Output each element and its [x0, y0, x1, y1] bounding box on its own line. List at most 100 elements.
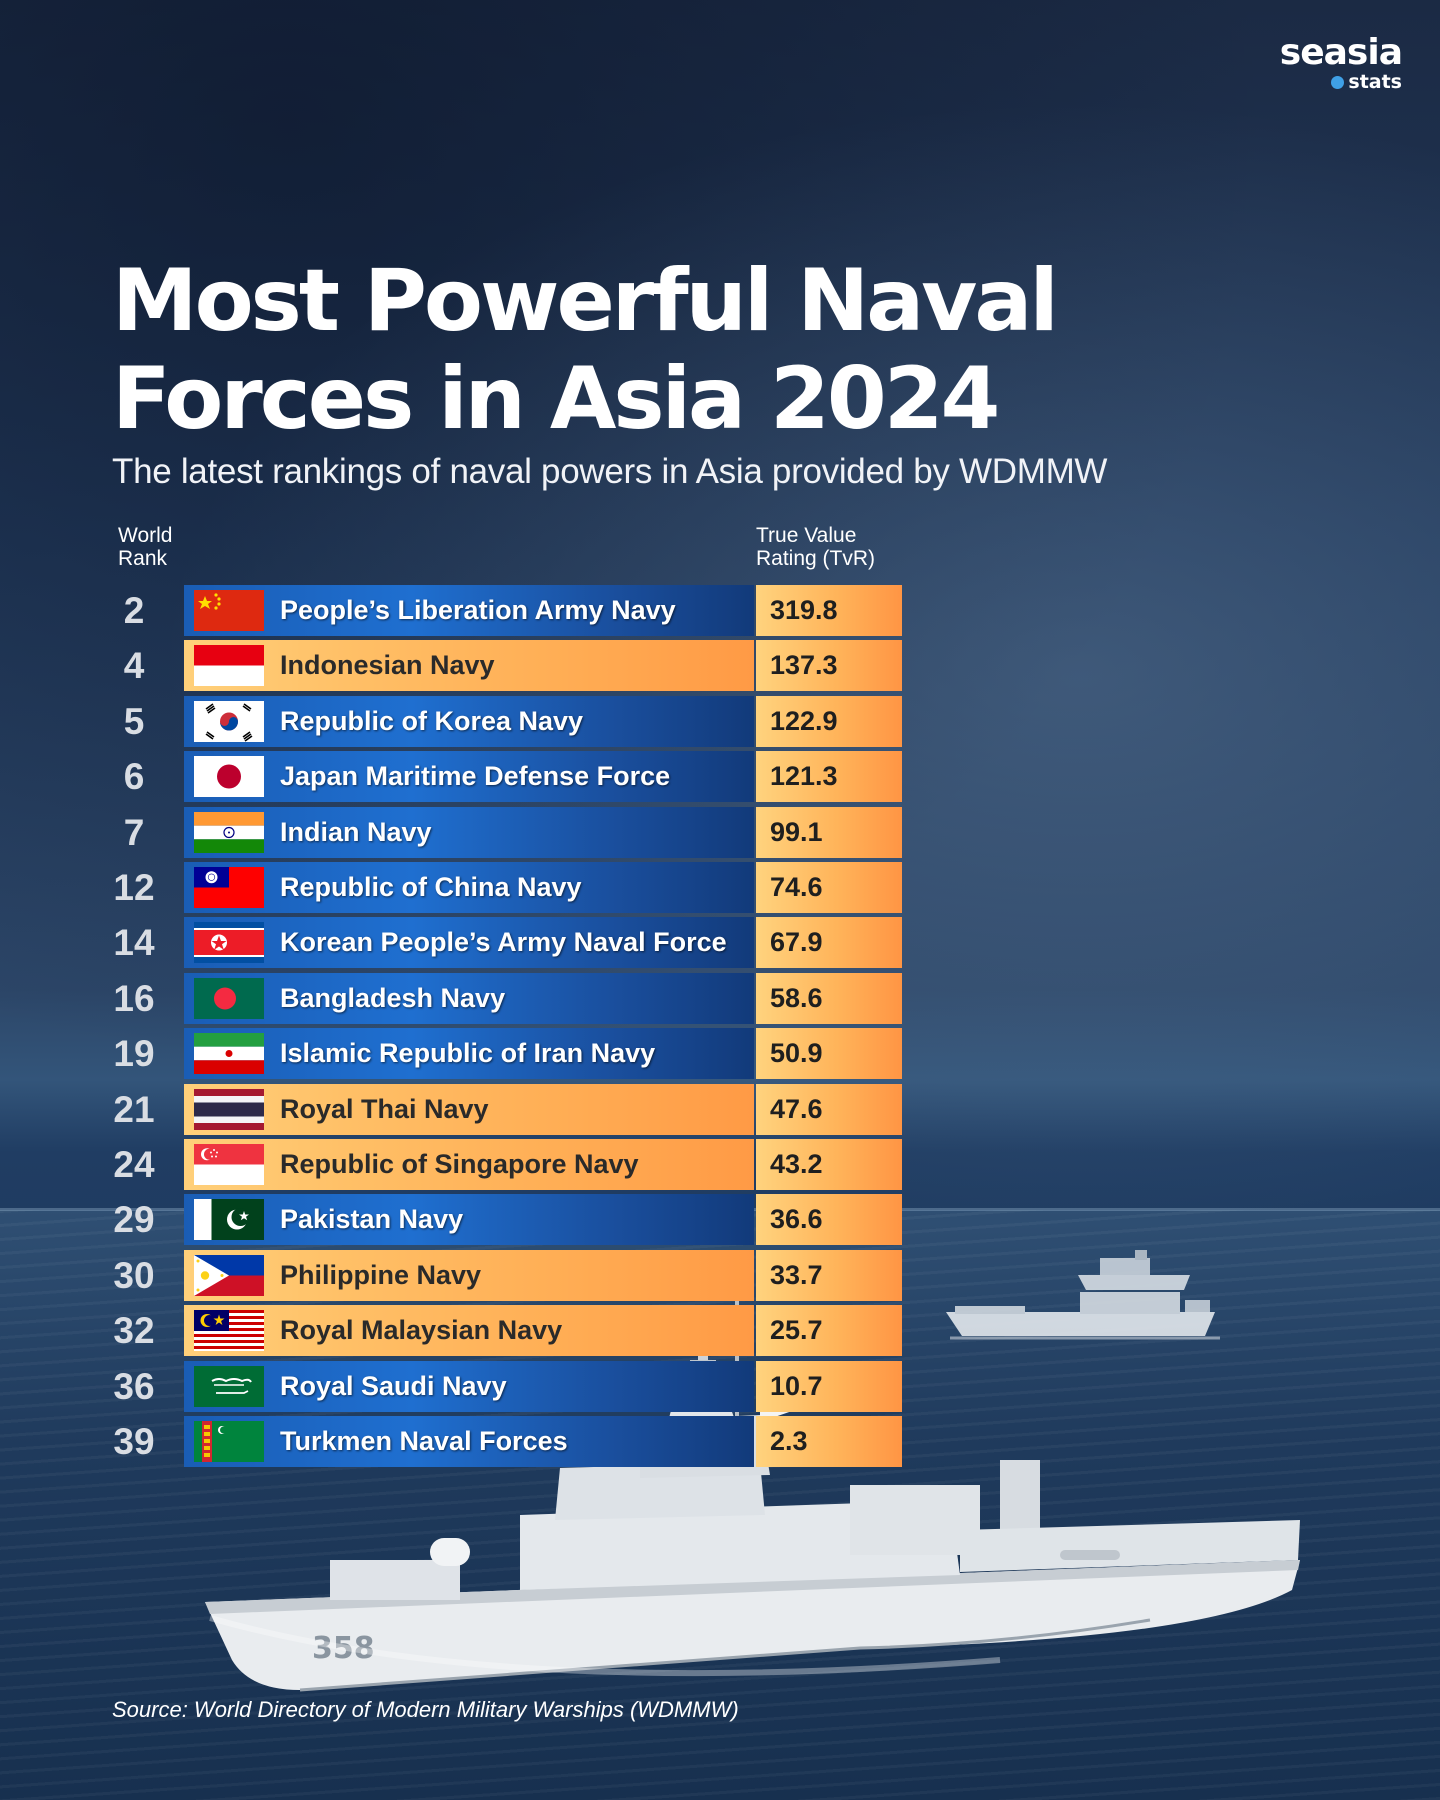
logo-sub-text: stats — [1280, 72, 1402, 92]
navy-name: Royal Saudi Navy — [280, 1370, 507, 1401]
world-rank-value: 12 — [113, 867, 155, 908]
navy-name: Pakistan Navy — [280, 1204, 464, 1235]
tvr-value: 121.3 — [770, 761, 838, 792]
navy-name-band: Turkmen Naval Forces — [184, 1416, 754, 1467]
navy-name-band: Pakistan Navy — [184, 1194, 754, 1246]
tvr-value: 74.6 — [770, 872, 823, 902]
rank-header-line-2: Rank — [118, 547, 168, 570]
pakistan-flag-icon — [194, 1199, 264, 1241]
navy-name-band: Bangladesh Navy — [184, 972, 754, 1024]
tvr-cell: 121.3 — [756, 751, 902, 803]
bangladesh-flag-icon — [194, 977, 264, 1019]
tvr-value: 67.9 — [770, 927, 823, 958]
tvr-cell: 67.9 — [756, 917, 902, 969]
tvr-cell: 137.3 — [756, 640, 902, 692]
tvr-value: 58.6 — [770, 982, 823, 1013]
navy-name: People’s Liberation Army Navy — [280, 595, 676, 625]
navy-name-band: Indonesian Navy — [184, 640, 754, 692]
world-rank-value: 5 — [123, 700, 145, 742]
navy-name-band: Royal Malaysian Navy — [184, 1305, 754, 1357]
navy-name: Philippine Navy — [280, 1259, 482, 1290]
navy-name-band: Republic of Korea Navy — [184, 695, 754, 747]
navy-name: Indian Navy — [280, 816, 432, 847]
table-row: 2 People’s Liberation Army Navy 319.8 — [0, 585, 1440, 636]
world-rank-value: 6 — [123, 756, 145, 798]
table-row: 16 Bangladesh Navy 58.6 — [0, 972, 1440, 1024]
table-row: 30 Philippine Navy 33.7 — [0, 1249, 1440, 1301]
chart-subtitle: The latest rankings of naval powers in A… — [112, 452, 1108, 491]
tvr-cell: 58.6 — [756, 972, 902, 1024]
world-rank-value: 7 — [123, 811, 145, 853]
north-korea-flag-icon — [194, 922, 264, 964]
navy-name-band: Korean People’s Army Naval Force — [184, 917, 754, 969]
tvr-cell: 74.6 — [756, 862, 902, 913]
navy-name-band: Republic of Singapore Navy — [184, 1139, 754, 1190]
navy-name-band: Indian Navy — [184, 806, 754, 858]
tvr-value: 25.7 — [770, 1315, 823, 1346]
navy-name: Korean People’s Army Naval Force — [280, 927, 727, 958]
table-row: 14 Korean People’s Army Naval Force 67.9 — [0, 917, 1440, 969]
navy-name: Islamic Republic of Iran Navy — [280, 1038, 656, 1069]
tvr-value: 2.3 — [770, 1426, 808, 1456]
world-rank-value: 24 — [113, 1144, 155, 1185]
navy-name: Republic of China Navy — [280, 872, 582, 902]
tvr-cell: 25.7 — [756, 1305, 902, 1357]
table-row: 6 Japan Maritime Defense Force 121.3 — [0, 751, 1440, 803]
tvr-value: 47.6 — [770, 1093, 823, 1124]
table-row: 24 Republic of Singapore Navy 43.2 — [0, 1139, 1440, 1190]
seasia-stats-logo: seasia stats — [1280, 34, 1403, 93]
turkmenistan-flag-icon — [194, 1421, 264, 1462]
navy-name: Royal Malaysian Navy — [280, 1315, 563, 1346]
chart-title: Most Powerful Naval Forces in Asia 2024 — [112, 252, 1332, 448]
tvr-value: 10.7 — [770, 1370, 823, 1401]
tvr-value: 50.9 — [770, 1038, 823, 1069]
logo-dot-icon — [1331, 76, 1345, 89]
world-rank-value: 29 — [113, 1199, 155, 1241]
iran-flag-icon — [194, 1033, 264, 1075]
navy-name: Republic of Korea Navy — [280, 705, 584, 736]
navy-name: Japan Maritime Defense Force — [280, 761, 671, 792]
tvr-cell: 33.7 — [756, 1249, 902, 1301]
ship-hull-number: 358 — [312, 1631, 375, 1666]
tvr-cell: 99.1 — [756, 806, 902, 858]
navy-name: Bangladesh Navy — [280, 982, 506, 1013]
world-rank-value: 32 — [113, 1310, 155, 1352]
tvr-value: 122.9 — [770, 705, 838, 736]
table-row: 29 Pakistan Navy 36.6 — [0, 1194, 1440, 1246]
tvr-header-line-1: True Value — [756, 524, 857, 547]
navy-name-band: People’s Liberation Army Navy — [184, 585, 754, 636]
source-note: Source: World Directory of Modern Milita… — [112, 1697, 739, 1722]
taiwan-flag-icon — [194, 867, 264, 908]
table-row: 5 Republic of Korea Navy 122.9 — [0, 695, 1440, 747]
world-rank-value: 36 — [113, 1365, 155, 1407]
world-rank-value: 39 — [113, 1421, 155, 1462]
column-header-tvr: True Value Rating (TvR) — [756, 524, 875, 570]
philippines-flag-icon — [194, 1254, 264, 1296]
world-rank-value: 4 — [123, 645, 145, 687]
logo-sub-label: stats — [1348, 71, 1402, 93]
navy-name: Royal Thai Navy — [280, 1093, 489, 1124]
tvr-cell: 43.2 — [756, 1139, 902, 1190]
navy-name-band: Japan Maritime Defense Force — [184, 751, 754, 803]
title-line-1: Most Powerful Naval — [112, 251, 1059, 351]
tvr-value: 137.3 — [770, 650, 838, 681]
tvr-value: 99.1 — [770, 816, 823, 847]
south-korea-flag-icon — [194, 700, 264, 742]
column-header-world-rank: World Rank — [118, 524, 172, 570]
navy-name-band: Islamic Republic of Iran Navy — [184, 1028, 754, 1080]
table-row: 12 Republic of China Navy 74.6 — [0, 862, 1440, 913]
rank-header-line-1: World — [118, 524, 173, 547]
table-row: 32 Royal Malaysian Navy 25.7 — [0, 1305, 1440, 1357]
tvr-cell: 47.6 — [756, 1083, 902, 1135]
indonesia-flag-icon — [194, 645, 264, 687]
navy-name: Republic of Singapore Navy — [280, 1149, 639, 1179]
tvr-value: 36.6 — [770, 1204, 823, 1235]
tvr-value: 33.7 — [770, 1259, 823, 1290]
tvr-cell: 10.7 — [756, 1360, 902, 1412]
world-rank-value: 16 — [113, 977, 155, 1019]
table-row: 39 Turkmen Naval Forces 2.3 — [0, 1416, 1440, 1467]
world-rank-value: 30 — [113, 1254, 155, 1296]
navy-name: Indonesian Navy — [280, 650, 495, 681]
table-row: 21 Royal Thai Navy 47.6 — [0, 1083, 1440, 1135]
